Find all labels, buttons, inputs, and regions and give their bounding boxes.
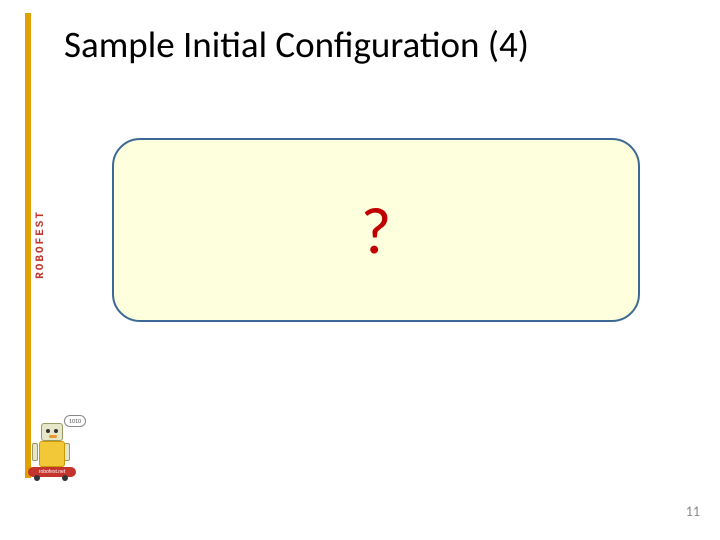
robot-body xyxy=(39,441,65,467)
robot-icon: 1010 robofest.net xyxy=(28,415,76,480)
question-box: ? xyxy=(112,138,640,322)
accent-bar xyxy=(25,13,31,478)
robot-head xyxy=(41,423,63,441)
page-number: 11 xyxy=(686,503,700,520)
robofest-logo-text: ROBOFEST xyxy=(32,210,50,380)
question-mark: ? xyxy=(361,190,392,271)
speech-bubble: 1010 xyxy=(64,415,86,427)
page-title: Sample Initial Configuration (4) xyxy=(64,22,529,67)
